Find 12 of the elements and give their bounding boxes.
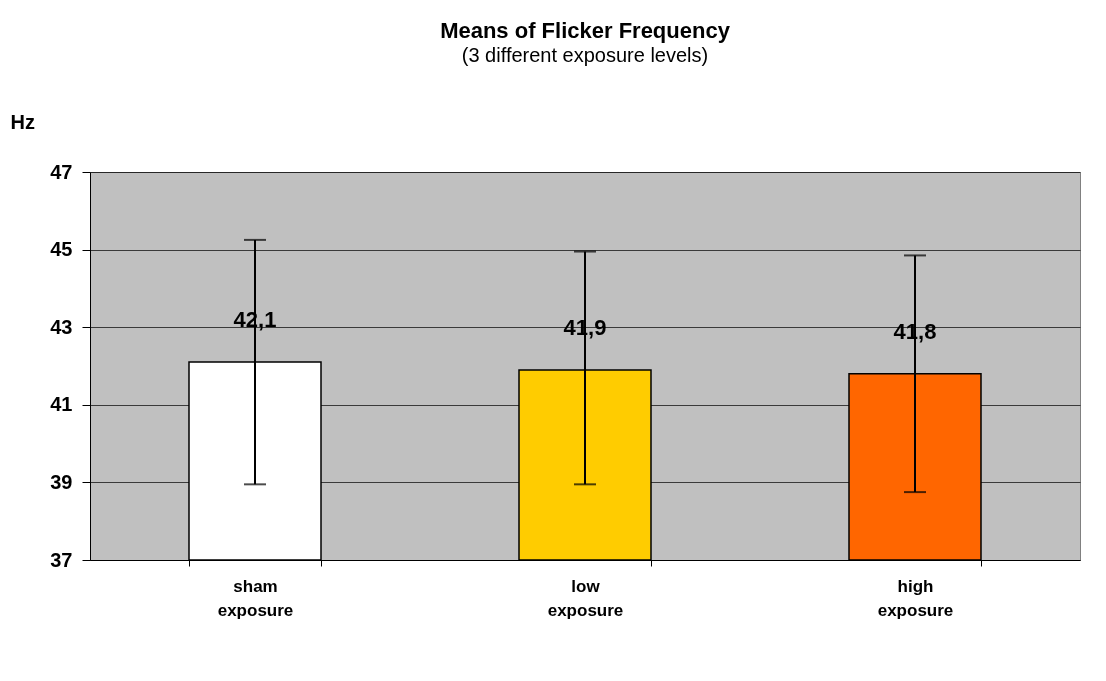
y-tick-label: 41	[50, 393, 73, 416]
chart-title: Means of Flicker Frequency	[440, 18, 731, 43]
y-tick-label: 47	[50, 160, 73, 183]
x-tick-label: sham exposure	[217, 576, 294, 620]
y-tick-label: 37	[50, 548, 73, 571]
chart-subtitle: (3 different exposure levels)	[461, 44, 709, 66]
x-tick-label: low exposure	[547, 576, 624, 620]
y-tick-label: 43	[50, 315, 73, 338]
x-tick-label: high exposure	[877, 576, 954, 620]
y-axis-title: Hz	[10, 110, 35, 133]
y-tick-label: 39	[50, 470, 73, 493]
y-tick-label: 45	[50, 238, 73, 261]
